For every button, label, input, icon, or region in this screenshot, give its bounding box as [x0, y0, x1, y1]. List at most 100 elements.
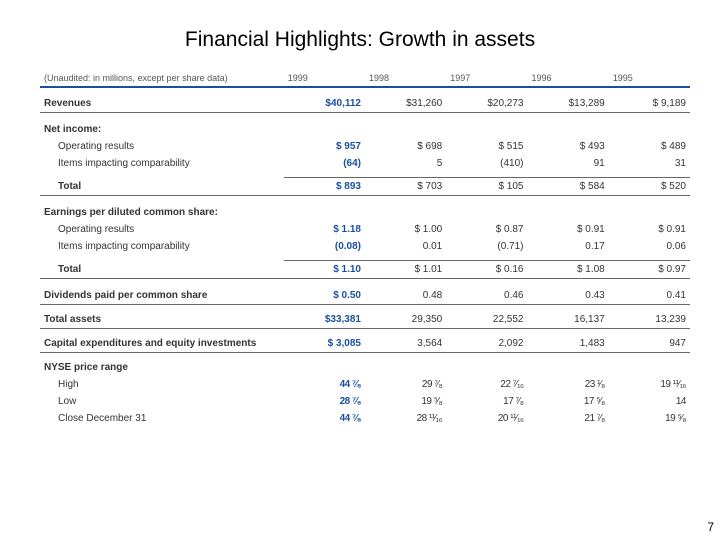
financial-table-container: (Unaudited: in millions, except per shar… — [0, 70, 720, 427]
revenues-1999: $40,112 — [284, 95, 365, 112]
year-col-1996: 1996 — [528, 70, 609, 86]
row-nyse-close: Close December 31 44 ⁷⁄₈ 28 ¹¹⁄₁₆ 20 ¹¹⁄… — [40, 410, 690, 427]
op-results-label: Operating results — [40, 138, 284, 155]
op-results-1997: $ 515 — [446, 138, 527, 155]
eps-op-1999: $ 1.18 — [284, 221, 365, 238]
total-ni-label: Total — [40, 178, 284, 196]
nyse-low-1999: 28 ⁷⁄₈ — [284, 393, 365, 410]
eps-op-1996: $ 0.91 — [528, 221, 609, 238]
assets-1997: 22,552 — [446, 311, 527, 328]
nyse-header: NYSE price range — [40, 359, 690, 376]
total-ni-1999: $ 893 — [284, 178, 365, 196]
nyse-close-1999: 44 ⁷⁄₈ — [284, 410, 365, 427]
row-nyse-high: High 44 ⁷⁄₈ 29 ⁷⁄₈ 22 ⁷⁄₁₆ 23 ¹⁄₈ 19 ¹¹⁄… — [40, 376, 690, 393]
nyse-low-1998: 19 ⁵⁄₈ — [365, 393, 446, 410]
eps-items-1996: 0.17 — [528, 238, 609, 255]
capex-1999: $ 3,085 — [284, 335, 365, 352]
items-comp-1999: (64) — [284, 155, 365, 172]
row-total-ni: Total $ 893 $ 703 $ 105 $ 584 $ 520 — [40, 178, 690, 196]
row-dividends: Dividends paid per common share $ 0.50 0… — [40, 287, 690, 304]
table-header-row: (Unaudited: in millions, except per shar… — [40, 70, 690, 86]
nyse-close-1997: 20 ¹¹⁄₁₆ — [446, 410, 527, 427]
capex-1998: 3,564 — [365, 335, 446, 352]
eps-items-1997: (0.71) — [446, 238, 527, 255]
dividends-1995: 0.41 — [609, 287, 690, 304]
nyse-close-1995: 19 ⁵⁄₈ — [609, 410, 690, 427]
eps-items-label: Items impacting comparability — [40, 238, 284, 255]
year-col-1999: 1999 — [284, 70, 365, 86]
row-nyse-low: Low 28 ⁷⁄₈ 19 ⁵⁄₈ 17 ⁷⁄₈ 17 ⁵⁄₈ 14 — [40, 393, 690, 410]
eps-op-1995: $ 0.91 — [609, 221, 690, 238]
eps-op-label: Operating results — [40, 221, 284, 238]
nyse-high-1996: 23 ¹⁄₈ — [528, 376, 609, 393]
nyse-low-label: Low — [40, 393, 284, 410]
dividends-1999: $ 0.50 — [284, 287, 365, 304]
nyse-low-1995: 14 — [609, 393, 690, 410]
nyse-high-1997: 22 ⁷⁄₁₆ — [446, 376, 527, 393]
items-comp-1996: 91 — [528, 155, 609, 172]
year-col-1998: 1998 — [365, 70, 446, 86]
assets-1996: 16,137 — [528, 311, 609, 328]
nyse-close-1996: 21 ⁷⁄₈ — [528, 410, 609, 427]
year-col-1997: 1997 — [446, 70, 527, 86]
row-eps-total: Total $ 1.10 $ 1.01 $ 0.16 $ 1.08 $ 0.97 — [40, 261, 690, 279]
nyse-close-label: Close December 31 — [40, 410, 284, 427]
eps-items-1998: 0.01 — [365, 238, 446, 255]
assets-1999: $33,381 — [284, 311, 365, 328]
assets-1998: 29,350 — [365, 311, 446, 328]
eps-total-label: Total — [40, 261, 284, 279]
row-eps-op: Operating results $ 1.18 $ 1.00 $ 0.87 $… — [40, 221, 690, 238]
eps-total-1995: $ 0.97 — [609, 261, 690, 279]
row-eps-header: Earnings per diluted common share: — [40, 204, 690, 221]
row-assets: Total assets $33,381 29,350 22,552 16,13… — [40, 311, 690, 328]
row-op-results: Operating results $ 957 $ 698 $ 515 $ 49… — [40, 138, 690, 155]
eps-total-1997: $ 0.16 — [446, 261, 527, 279]
nyse-close-1998: 28 ¹¹⁄₁₆ — [365, 410, 446, 427]
page-number: 7 — [707, 520, 714, 534]
revenues-label: Revenues — [40, 95, 284, 112]
revenues-1996: $13,289 — [528, 95, 609, 112]
items-comp-1998: 5 — [365, 155, 446, 172]
row-revenues: Revenues $40,112 $31,260 $20,273 $13,289… — [40, 95, 690, 112]
capex-1996: 1,483 — [528, 335, 609, 352]
nyse-low-1996: 17 ⁵⁄₈ — [528, 393, 609, 410]
eps-items-1999: (0.08) — [284, 238, 365, 255]
slide-title: Financial Highlights: Growth in assets — [0, 0, 720, 70]
eps-total-1996: $ 1.08 — [528, 261, 609, 279]
eps-total-1998: $ 1.01 — [365, 261, 446, 279]
eps-op-1998: $ 1.00 — [365, 221, 446, 238]
nyse-high-1999: 44 ⁷⁄₈ — [284, 376, 365, 393]
eps-items-1995: 0.06 — [609, 238, 690, 255]
nyse-high-1998: 29 ⁷⁄₈ — [365, 376, 446, 393]
op-results-1999: $ 957 — [284, 138, 365, 155]
dividends-1996: 0.43 — [528, 287, 609, 304]
total-ni-1995: $ 520 — [609, 178, 690, 196]
row-netincome-header: Net income: — [40, 121, 690, 138]
op-results-1998: $ 698 — [365, 138, 446, 155]
items-comp-1995: 31 — [609, 155, 690, 172]
items-comp-1997: (410) — [446, 155, 527, 172]
eps-total-1999: $ 1.10 — [284, 261, 365, 279]
eps-op-1997: $ 0.87 — [446, 221, 527, 238]
op-results-1995: $ 489 — [609, 138, 690, 155]
total-ni-1998: $ 703 — [365, 178, 446, 196]
eps-header: Earnings per diluted common share: — [40, 204, 690, 221]
row-items-comp: Items impacting comparability (64) 5 (41… — [40, 155, 690, 172]
row-eps-items: Items impacting comparability (0.08) 0.0… — [40, 238, 690, 255]
revenues-1997: $20,273 — [446, 95, 527, 112]
revenues-1995: $ 9,189 — [609, 95, 690, 112]
items-comp-label: Items impacting comparability — [40, 155, 284, 172]
nyse-high-label: High — [40, 376, 284, 393]
netincome-header: Net income: — [40, 121, 690, 138]
total-ni-1996: $ 584 — [528, 178, 609, 196]
assets-1995: 13,239 — [609, 311, 690, 328]
nyse-high-1995: 19 ¹¹⁄₁₆ — [609, 376, 690, 393]
dividends-1998: 0.48 — [365, 287, 446, 304]
financial-table: (Unaudited: in millions, except per shar… — [40, 70, 690, 427]
capex-1995: 947 — [609, 335, 690, 352]
row-capex: Capital expenditures and equity investme… — [40, 335, 690, 352]
dividends-1997: 0.46 — [446, 287, 527, 304]
assets-label: Total assets — [40, 311, 284, 328]
op-results-1996: $ 493 — [528, 138, 609, 155]
nyse-low-1997: 17 ⁷⁄₈ — [446, 393, 527, 410]
